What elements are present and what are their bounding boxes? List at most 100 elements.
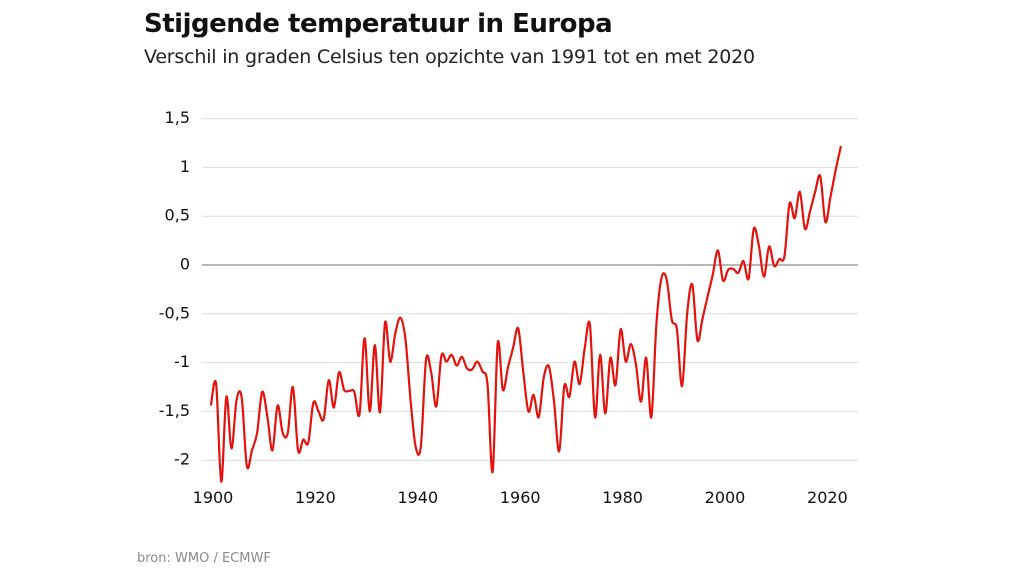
x-axis-ticks: 1900 1920 1940 1960 1980 2000 2020	[193, 488, 848, 507]
data-point	[700, 316, 705, 321]
data-point	[546, 364, 551, 369]
x-tick-label: 1900	[193, 488, 234, 507]
data-point	[383, 320, 388, 325]
data-point	[787, 201, 792, 206]
data-point	[388, 359, 393, 364]
data-point	[767, 244, 772, 249]
x-tick-label: 2000	[705, 488, 746, 507]
data-point	[536, 415, 541, 420]
y-tick-label: 1,5	[165, 108, 190, 127]
data-point	[306, 440, 311, 445]
data-point	[516, 326, 521, 331]
data-point	[628, 342, 633, 347]
data-point	[490, 469, 495, 474]
x-tick-label: 1920	[295, 488, 336, 507]
series-line	[209, 145, 842, 483]
data-point	[459, 354, 464, 359]
data-point	[444, 359, 449, 364]
data-point	[219, 479, 224, 484]
data-point	[470, 367, 475, 372]
data-point	[772, 263, 777, 268]
y-tick-label: -2	[174, 450, 190, 469]
data-point	[280, 430, 285, 435]
data-point	[828, 194, 833, 199]
data-point	[454, 363, 459, 368]
data-point	[736, 270, 741, 275]
data-point	[260, 389, 265, 394]
data-point	[761, 274, 766, 279]
x-tick-label: 2020	[807, 488, 848, 507]
chart-title: Stijgende temperatuur in Europa	[144, 9, 613, 39]
data-point	[818, 174, 823, 179]
data-point	[695, 338, 700, 343]
data-point	[782, 254, 787, 259]
data-point	[403, 338, 408, 343]
data-point	[608, 355, 613, 360]
data-point	[413, 445, 418, 450]
data-point	[639, 399, 644, 404]
data-point	[633, 362, 638, 367]
data-point	[429, 370, 434, 375]
data-point	[680, 384, 685, 389]
data-point	[721, 278, 726, 283]
data-point	[715, 248, 720, 253]
data-point	[408, 399, 413, 404]
data-point	[321, 417, 326, 422]
data-point	[275, 403, 280, 408]
data-point	[342, 387, 347, 392]
data-point	[577, 382, 582, 387]
data-point	[393, 331, 398, 336]
data-point	[557, 449, 562, 454]
data-point	[644, 355, 649, 360]
y-tick-label: -1	[174, 352, 190, 371]
data-point	[326, 378, 331, 383]
data-point	[674, 327, 679, 332]
x-tick-label: 1940	[397, 488, 438, 507]
data-point	[654, 321, 659, 326]
data-point	[685, 311, 690, 316]
data-point	[659, 275, 664, 280]
data-point	[285, 430, 290, 435]
data-point	[582, 345, 587, 350]
data-point	[495, 341, 500, 346]
data-point	[598, 352, 603, 357]
data-point	[792, 216, 797, 221]
data-point	[239, 395, 244, 400]
data-point	[618, 327, 623, 332]
y-tick-label: -0,5	[159, 303, 190, 322]
data-point	[265, 414, 270, 419]
data-point	[270, 448, 275, 453]
data-point	[449, 352, 454, 357]
data-point	[331, 405, 336, 410]
data-point	[372, 343, 377, 348]
data-point	[802, 226, 807, 231]
data-point	[244, 464, 249, 469]
data-point	[726, 267, 731, 272]
data-point	[741, 259, 746, 264]
data-point	[746, 276, 751, 281]
data-point	[552, 399, 557, 404]
data-point	[316, 409, 321, 414]
data-point	[337, 370, 342, 375]
data-point	[751, 226, 756, 231]
data-point	[357, 412, 362, 417]
data-point	[541, 375, 546, 380]
data-point	[500, 387, 505, 392]
data-point	[347, 388, 352, 393]
data-point	[214, 382, 219, 387]
data-point	[613, 383, 618, 388]
data-point	[424, 357, 429, 362]
source-note: bron: WMO / ECMWF	[137, 551, 271, 566]
data-point	[833, 168, 838, 173]
x-tick-label: 1980	[602, 488, 643, 507]
data-point	[301, 437, 306, 442]
data-point	[710, 272, 715, 277]
data-point	[505, 365, 510, 370]
data-point	[797, 189, 802, 194]
series-layer	[209, 144, 843, 484]
data-point	[838, 144, 843, 149]
data-point	[567, 394, 572, 399]
data-point	[249, 448, 254, 453]
data-point	[209, 402, 214, 407]
data-point	[823, 220, 828, 225]
